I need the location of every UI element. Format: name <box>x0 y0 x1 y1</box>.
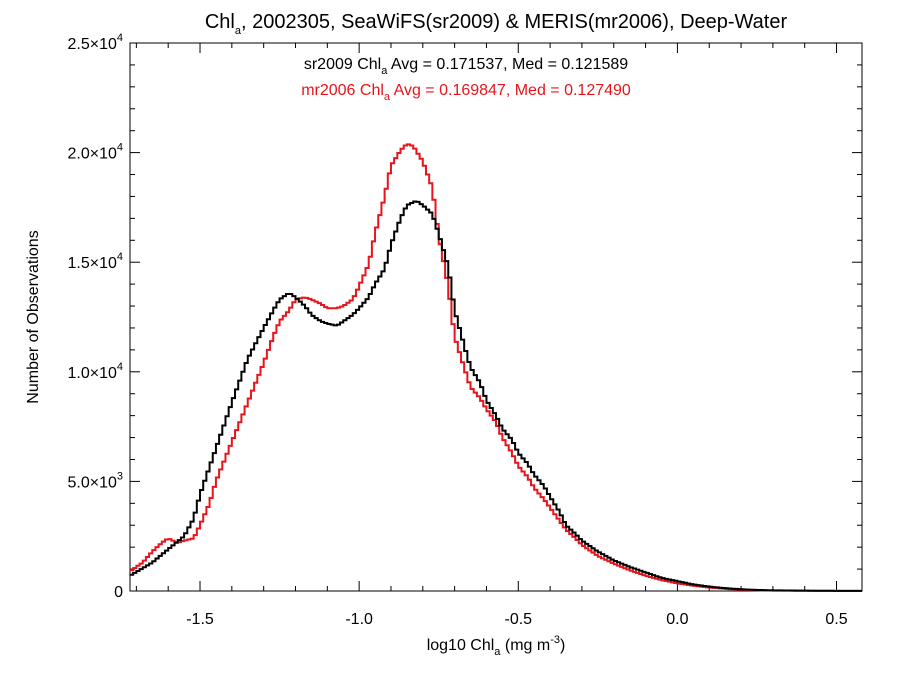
annotation-mr2006: mr2006 Chla Avg = 0.169847, Med = 0.1274… <box>301 82 631 103</box>
y-tick-label: 5.0×103 <box>67 470 123 491</box>
chart-title: Chla, 2002305, SeaWiFS(sr2009) & MERIS(m… <box>205 11 788 37</box>
series-mr2006-line <box>130 143 862 592</box>
plot-frame <box>129 42 863 592</box>
x-tick-label: 0.5 <box>825 611 847 628</box>
data-series <box>130 143 862 592</box>
x-axis-label: log10 Chla (mg m-3) <box>427 634 566 658</box>
x-tick-label: -1.0 <box>345 611 373 628</box>
y-tick-label: 1.0×104 <box>67 361 123 382</box>
y-tick-label: 2.5×104 <box>67 32 123 53</box>
x-tick-label: -1.5 <box>186 611 214 628</box>
axis-ticks: -1.5 -1.0 -0.5 0.0 0.5 0 5.0×103 1.0×104 1.5×104… <box>67 32 862 628</box>
y-tick-label: 2.0×104 <box>67 142 123 163</box>
y-tick-label: 1.5×104 <box>67 251 123 272</box>
series-sr2009-line <box>130 200 862 592</box>
x-tick-label: -0.5 <box>504 611 532 628</box>
y-tick-label: 0 <box>114 584 123 601</box>
x-tick-label: 0.0 <box>666 611 688 628</box>
annotation-sr2009: sr2009 Chla Avg = 0.171537, Med = 0.1215… <box>304 56 628 77</box>
y-axis-label: Number of Observations <box>25 230 42 403</box>
